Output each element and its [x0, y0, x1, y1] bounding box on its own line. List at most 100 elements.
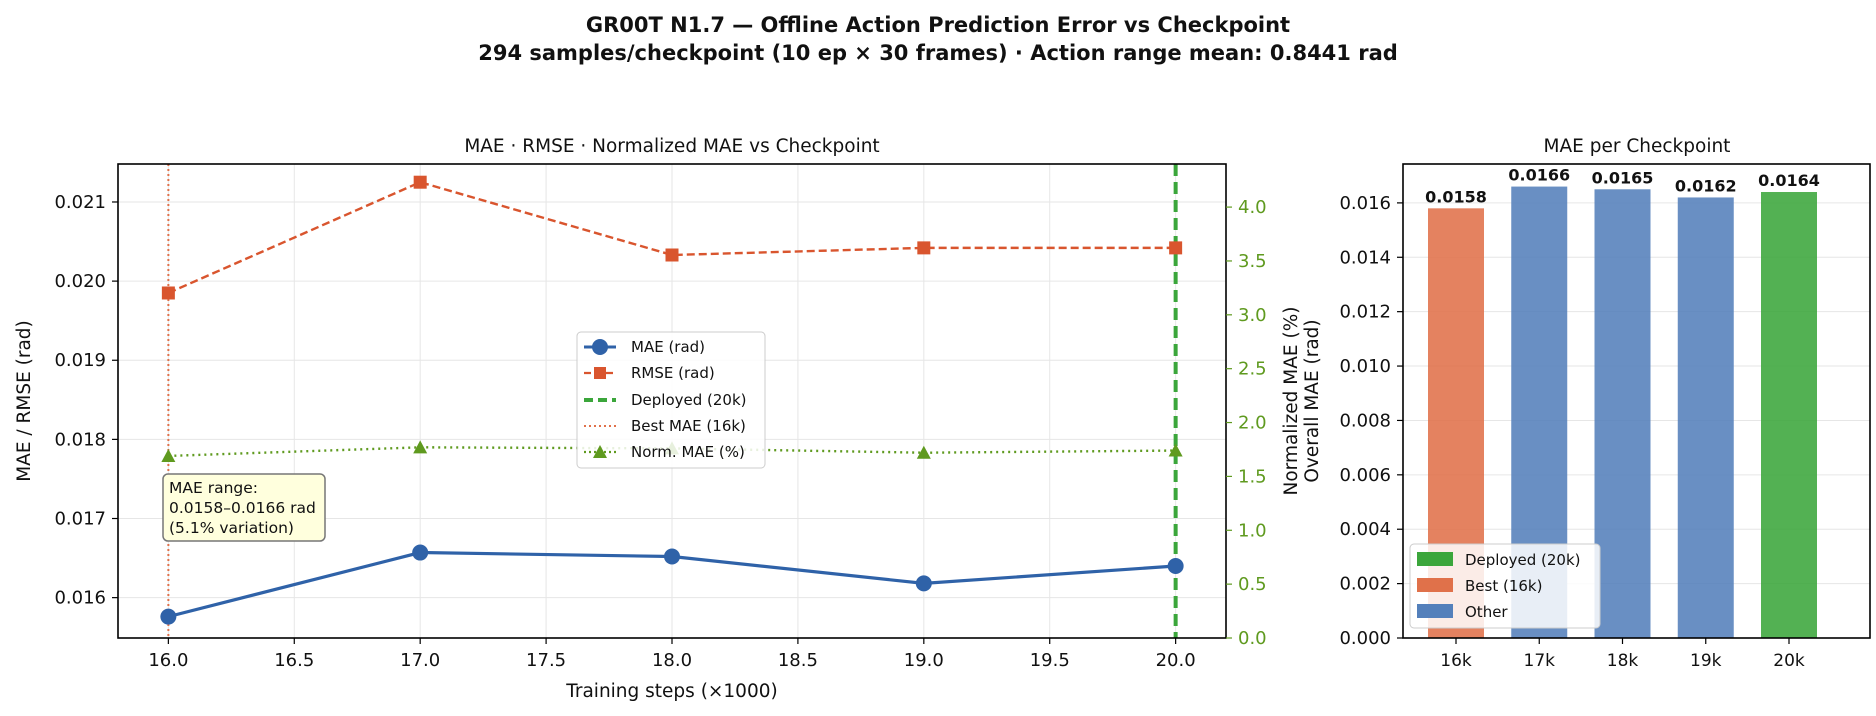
left-chart: MAE · RMSE · Normalized MAE vs Checkpoin… — [14, 136, 1302, 702]
left-y-tick-label: 0.018 — [54, 429, 106, 450]
right-x-tick-label: 17k — [1524, 651, 1556, 671]
left-y-tick-label: 0.016 — [54, 588, 106, 609]
left-x-tick-label: 17.5 — [526, 650, 566, 671]
rmse-point — [1169, 241, 1183, 255]
left-y2-axis-label: Normalized MAE (%) — [1281, 307, 1302, 496]
right-x-tick-label: 18k — [1607, 651, 1639, 671]
left-y2-tick-label: 4.0 — [1238, 197, 1267, 218]
annotation-line1: MAE range: — [169, 479, 258, 497]
bar-value-label: 0.0158 — [1425, 187, 1487, 206]
left-x-ticks: 16.0 16.5 17.0 17.5 18.0 18.5 19.0 19.5 20.0 — [148, 638, 1196, 671]
left-y2-tick-label: 0.5 — [1238, 574, 1267, 595]
legend-entry-deployed-bar: Deployed (20k) — [1417, 551, 1581, 569]
left-legend-frame — [576, 331, 766, 469]
bar-20k — [1761, 192, 1817, 639]
left-y-tick-label: 0.021 — [54, 192, 106, 213]
left-x-tick-label: 16.0 — [148, 650, 188, 671]
rmse-point — [665, 248, 679, 262]
left-y2-tick-label: 1.0 — [1238, 520, 1267, 541]
left-y2-tick-label: 2.0 — [1238, 413, 1267, 434]
right-x-tick-label: 19k — [1690, 651, 1722, 671]
right-chart-title: MAE per Checkpoint — [1544, 136, 1731, 157]
left-x-tick-label: 17.0 — [400, 650, 440, 671]
figure-title-line1: GR00T N1.7 — Offline Action Prediction E… — [586, 13, 1290, 37]
right-legend: Deployed (20k) Best (16k) Other — [1409, 543, 1601, 629]
left-x-tick-label: 20.0 — [1156, 650, 1196, 671]
left-y-tick-label: 0.017 — [54, 509, 106, 530]
legend-entry-mae: MAE (rad) — [584, 338, 705, 356]
legend-label-mae: MAE (rad) — [631, 338, 705, 356]
left-y-tick-label: 0.019 — [54, 350, 106, 371]
mae-point — [1167, 557, 1184, 574]
right-y-ticks: 0.000 0.002 0.004 0.006 0.008 0.010 0.012 0.014… — [1339, 193, 1403, 649]
mae-point — [412, 544, 429, 561]
rmse-line — [167, 180, 1176, 295]
bar-value-label: 0.0164 — [1758, 171, 1820, 190]
right-x-tick-label: 20k — [1773, 651, 1805, 671]
mae-point — [160, 608, 177, 625]
legend-entry-best: Best MAE (16k) — [584, 417, 746, 435]
left-x-axis-label: Training steps (×1000) — [565, 681, 777, 702]
right-y-tick-label: 0.016 — [1339, 193, 1391, 214]
legend-entry-best-bar: Best (16k) — [1417, 577, 1542, 595]
norm-mae-point — [916, 445, 931, 459]
left-y2-tick-label: 0.0 — [1238, 628, 1267, 649]
left-y2-tick-label: 3.5 — [1238, 251, 1267, 272]
legend-entry-deployed: Deployed (20k) — [584, 391, 747, 409]
rmse-point — [413, 175, 427, 189]
left-x-tick-label: 18.5 — [778, 650, 818, 671]
left-y-tick-label: 0.020 — [54, 271, 106, 292]
right-y-tick-label: 0.014 — [1339, 247, 1391, 268]
rmse-point — [161, 286, 175, 300]
legend-label-norm: Norm. MAE (%) — [631, 443, 745, 461]
right-y-tick-label: 0.012 — [1339, 302, 1391, 323]
norm-mae-point — [1168, 443, 1183, 457]
left-y2-tick-label: 3.0 — [1238, 305, 1267, 326]
legend-label-other-bar: Other — [1465, 603, 1508, 621]
range-annotation: MAE range: 0.0158–0.0166 rad (5.1% varia… — [162, 473, 326, 542]
bar-value-label: 0.0166 — [1508, 166, 1570, 185]
left-y-axis-label: MAE / RMSE (rad) — [14, 320, 35, 482]
legend-label-deployed: Deployed (20k) — [631, 391, 747, 409]
bar-value-label: 0.0165 — [1592, 168, 1654, 187]
left-legend: MAE (rad) RMSE (rad) Deployed (20k) Best… — [576, 331, 766, 469]
left-y-ticks: 0.016 0.017 0.018 0.019 0.020 0.021 — [54, 192, 118, 609]
legend-label-rmse: RMSE (rad) — [631, 364, 715, 382]
annotation-line3: (5.1% variation) — [169, 519, 294, 537]
legend-entry-norm: Norm. MAE (%) — [584, 443, 745, 461]
legend-entry-other-bar: Other — [1417, 603, 1508, 621]
left-chart-title: MAE · RMSE · Normalized MAE vs Checkpoin… — [464, 136, 879, 157]
figure-title-line2: 294 samples/checkpoint (10 ep × 30 frame… — [478, 41, 1398, 65]
annotation-box — [162, 473, 326, 542]
right-y-tick-label: 0.002 — [1339, 574, 1391, 595]
left-x-tick-label: 19.5 — [1030, 650, 1070, 671]
right-y-tick-label: 0.008 — [1339, 410, 1391, 431]
bar-value-label: 0.0162 — [1675, 176, 1737, 195]
left-y2-ticks: 0.0 0.5 1.0 1.5 2.0 2.5 3.0 3.5 4.0 — [1226, 197, 1267, 649]
right-x-ticks: 16k 17k 18k 19k 20k — [1440, 638, 1805, 671]
norm-mae-point — [161, 448, 176, 462]
right-plot-frame — [1402, 163, 1871, 639]
mae-point — [664, 548, 680, 565]
right-y-axis-label: Overall MAE (rad) — [1302, 319, 1323, 482]
legend-label-deployed-bar: Deployed (20k) — [1465, 551, 1581, 569]
right-chart: MAE per Checkpoint 0.0158 0.0166 0.0165 0.0… — [1302, 136, 1871, 671]
annotation-line2: 0.0158–0.0166 rad — [169, 499, 316, 517]
left-x-tick-label: 16.5 — [274, 650, 314, 671]
right-y-tick-label: 0.004 — [1339, 519, 1391, 540]
bar-18k — [1594, 189, 1651, 638]
right-x-tick-label: 16k — [1440, 651, 1472, 671]
bar-19k — [1677, 197, 1734, 638]
legend-label-best-bar: Best (16k) — [1465, 577, 1542, 595]
left-y2-tick-label: 1.5 — [1238, 466, 1267, 487]
right-y-tick-label: 0.000 — [1339, 628, 1391, 649]
left-y2-tick-label: 2.5 — [1238, 359, 1267, 380]
right-y-tick-label: 0.010 — [1339, 356, 1391, 377]
left-x-tick-label: 19.0 — [904, 650, 944, 671]
legend-entry-rmse: RMSE (rad) — [584, 364, 715, 382]
norm-mae-point — [413, 440, 428, 454]
rmse-point — [917, 241, 931, 255]
left-series — [160, 175, 1184, 625]
right-legend-frame — [1409, 543, 1601, 629]
